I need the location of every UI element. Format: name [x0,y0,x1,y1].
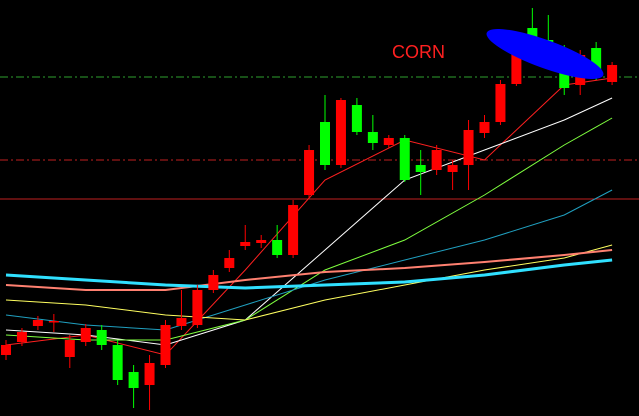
candle-body [335,100,346,165]
moving-average [5,258,613,290]
moving-average [5,189,613,331]
candle-body [112,345,123,380]
candle-body [447,165,458,172]
candle-body [32,320,43,326]
candle-body [144,363,155,385]
level-lines [0,76,639,200]
candle-body [463,130,474,165]
candle-body [367,132,378,143]
candle-body [527,28,538,42]
candle-body [160,325,171,365]
candle-body [176,318,187,326]
candle-body [479,122,490,133]
candle-body [16,332,27,342]
candle-body [511,42,522,84]
candle-body [431,150,442,170]
chart-title: CORN [392,42,445,62]
highlight-ellipse [486,29,604,79]
candle-body [495,84,506,122]
candle-body [224,258,235,268]
moving-average [5,77,613,356]
candle-body [304,150,315,195]
candle-body [256,240,267,243]
candle-body [48,321,59,323]
candle-body [80,328,91,342]
candle-body [288,205,299,255]
candle-body [240,242,251,246]
candle-body [351,105,362,132]
moving-averages [5,77,613,356]
candle-body [607,65,618,82]
candle-body [399,138,410,180]
candle-body [208,275,219,290]
candles [1,8,618,410]
candle-body [591,48,602,75]
candle-body [320,122,330,165]
candle-body [96,330,107,345]
candle-body [1,345,11,355]
candle-body [64,340,75,357]
moving-average [5,97,613,346]
moving-average [5,244,613,321]
candle-body [128,372,139,388]
moving-average [5,249,613,291]
candle-body [272,240,283,255]
candle-body [192,290,203,325]
candle-body [415,165,426,172]
candle-body [383,138,394,145]
moving-average [5,117,613,341]
